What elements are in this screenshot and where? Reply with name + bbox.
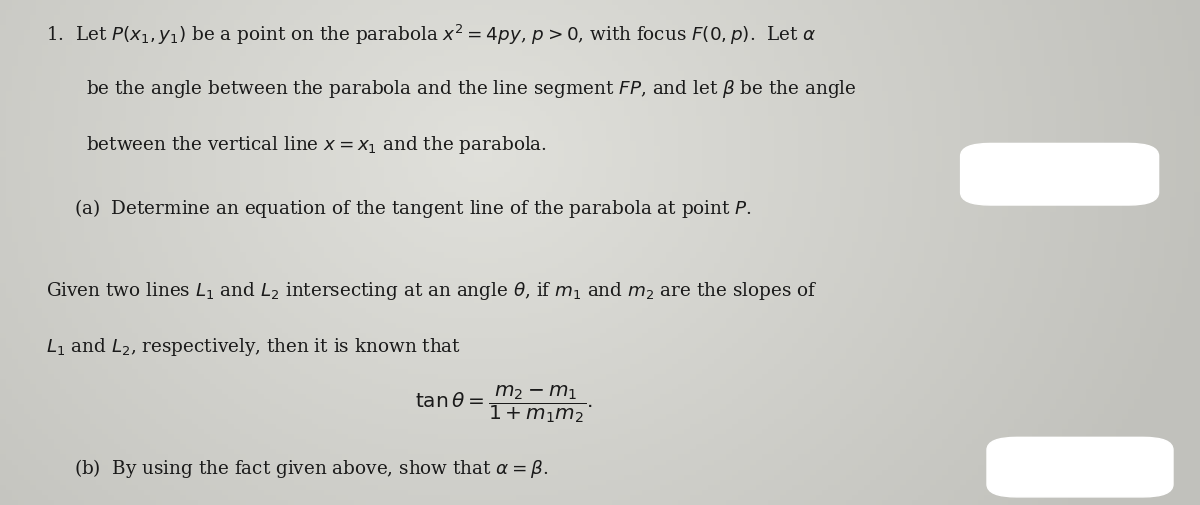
Text: between the vertical line $x = x_1$ and the parabola.: between the vertical line $x = x_1$ and … [86,134,547,156]
Text: $L_1$ and $L_2$, respectively, then it is known that: $L_1$ and $L_2$, respectively, then it i… [46,336,461,358]
Text: (a)  Determine an equation of the tangent line of the parabola at point $P$.: (a) Determine an equation of the tangent… [74,197,752,220]
Text: (b)  By using the fact given above, show that $\alpha = \beta$.: (b) By using the fact given above, show … [74,457,548,480]
Text: Given two lines $L_1$ and $L_2$ intersecting at an angle $\theta$, if $m_1$ and : Given two lines $L_1$ and $L_2$ intersec… [46,280,817,302]
Text: be the angle between the parabola and the line segment $FP$, and let $\beta$ be : be the angle between the parabola and th… [86,78,857,100]
Text: 1.  Let $P(x_1, y_1)$ be a point on the parabola $x^2 = 4py$, $p > 0$, with focu: 1. Let $P(x_1, y_1)$ be a point on the p… [46,23,816,47]
FancyBboxPatch shape [961,143,1159,205]
FancyBboxPatch shape [986,437,1174,497]
Text: $\tan\theta = \dfrac{m_2 - m_1}{1 + m_1 m_2}.$: $\tan\theta = \dfrac{m_2 - m_1}{1 + m_1 … [415,383,593,425]
